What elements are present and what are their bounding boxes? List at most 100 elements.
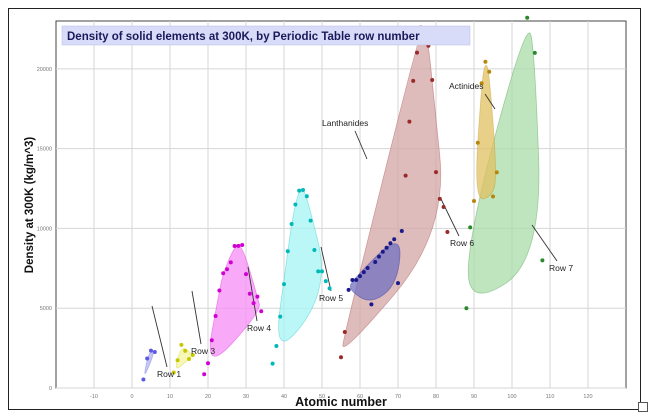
point-row-6 <box>445 229 450 234</box>
point-row-6 <box>411 78 416 83</box>
point-row-4 <box>217 288 222 293</box>
leader-row-4 <box>247 266 258 322</box>
x-tick-label: 120 <box>583 394 592 400</box>
point-row-1 <box>145 356 150 361</box>
x-axis-label: Atomic number <box>295 395 387 409</box>
point-actinides <box>483 59 488 64</box>
point-lanthanides <box>392 237 397 242</box>
x-tick-label: 60 <box>357 394 363 400</box>
x-tick-label: 100 <box>507 394 516 400</box>
point-row-6 <box>441 205 446 210</box>
x-tick-label: 30 <box>243 394 249 400</box>
point-row-4 <box>232 243 237 248</box>
point-row-3 <box>187 356 191 361</box>
x-tick-label: 20 <box>205 394 211 400</box>
point-row-4 <box>236 243 241 248</box>
point-row-5 <box>289 221 294 226</box>
point-lanthanides <box>365 266 370 271</box>
leader-row-1 <box>151 305 168 368</box>
label-row-7: Row 7 <box>549 263 573 273</box>
point-row-6 <box>403 173 408 178</box>
leader-lanthanides <box>354 130 368 160</box>
point-row-4 <box>244 272 248 277</box>
point-row-1 <box>141 377 146 382</box>
y-axis-label: Density at 300K (kg/m^3) <box>24 137 36 274</box>
y-tick-label: 10000 <box>37 226 52 232</box>
point-row-4 <box>225 267 229 272</box>
x-tick-label: 0 <box>130 394 133 400</box>
label-row-6: Row 6 <box>450 238 474 248</box>
point-row-3 <box>171 370 176 375</box>
title-background <box>61 25 471 46</box>
point-row-5 <box>327 286 332 291</box>
area-row-7 <box>467 32 540 294</box>
label-row-1: Row 1 <box>157 369 181 379</box>
point-row-7 <box>525 15 530 20</box>
x-tick-label: 70 <box>395 394 401 400</box>
point-row-6 <box>407 119 412 124</box>
area-lanthanides <box>349 243 401 301</box>
chart-title: Density of solid elements at 300K, by Pe… <box>67 31 420 43</box>
point-row-6 <box>415 50 419 55</box>
y-tick-label: 20000 <box>37 67 52 73</box>
point-row-1 <box>149 348 153 353</box>
point-row-5 <box>316 269 321 274</box>
point-row-5 <box>304 194 309 199</box>
point-row-4 <box>255 294 260 299</box>
point-lanthanides <box>388 241 393 246</box>
point-lanthanides <box>354 277 359 282</box>
data-points <box>141 15 545 382</box>
x-tick-label: 40 <box>281 394 287 400</box>
label-lanthanides: Lanthanides <box>322 118 368 128</box>
chart-frame: -10 0 10 20 30 40 50 60 70 80 90 100 110 120 0 5000 100… <box>8 8 641 410</box>
series-labels: Row 1 Row 3 Row 4 Row 5 Row 6 Row 7 Lanthanide… <box>157 81 573 379</box>
point-actinides <box>475 140 480 145</box>
y-tick-label: 15000 <box>37 147 52 153</box>
x-tick-label: 110 <box>546 394 555 400</box>
point-row-5 <box>270 361 275 366</box>
point-row-5 <box>308 218 313 223</box>
x-tick-label: 10 <box>167 394 173 400</box>
point-row-5 <box>285 249 290 254</box>
point-lanthanides <box>350 277 355 282</box>
point-row-4 <box>213 314 218 319</box>
point-row-5 <box>301 187 305 192</box>
point-lanthanides <box>399 228 404 233</box>
point-row-5 <box>278 314 283 319</box>
y-tick-label: 0 <box>49 386 52 392</box>
x-tick-label: 80 <box>433 394 439 400</box>
leader-actinides <box>484 93 496 110</box>
point-row-4 <box>251 301 256 306</box>
point-row-5 <box>282 282 286 287</box>
point-lanthanides <box>384 245 389 250</box>
point-row-6 <box>437 196 442 201</box>
point-actinides <box>472 198 476 203</box>
point-row-6 <box>430 78 435 83</box>
point-row-5 <box>293 202 298 207</box>
point-lanthanides <box>377 254 381 259</box>
point-lanthanides <box>358 274 362 279</box>
label-row-4: Row 4 <box>247 323 271 333</box>
point-row-6 <box>342 329 347 334</box>
point-row-4 <box>240 243 245 248</box>
point-row-4 <box>202 372 207 377</box>
point-actinides <box>479 81 484 86</box>
point-row-4 <box>259 309 264 314</box>
point-row-7 <box>540 258 545 263</box>
point-row-5 <box>274 344 279 349</box>
point-row-5 <box>297 188 302 193</box>
point-row-7 <box>468 225 473 230</box>
point-row-4 <box>206 361 210 366</box>
x-tick-label: 90 <box>471 394 477 400</box>
point-actinides <box>487 69 492 74</box>
point-row-6 <box>339 355 343 360</box>
point-lanthanides <box>346 287 351 292</box>
x-tick-label: -10 <box>90 394 98 400</box>
point-row-7 <box>464 306 469 311</box>
point-row-3 <box>179 342 184 347</box>
label-row-5: Row 5 <box>319 293 343 303</box>
y-tick-labels: 0 5000 10000 15000 20000 <box>37 67 52 392</box>
leader-row-5 <box>320 246 332 292</box>
plot-area <box>55 20 627 389</box>
point-row-4 <box>209 338 214 343</box>
